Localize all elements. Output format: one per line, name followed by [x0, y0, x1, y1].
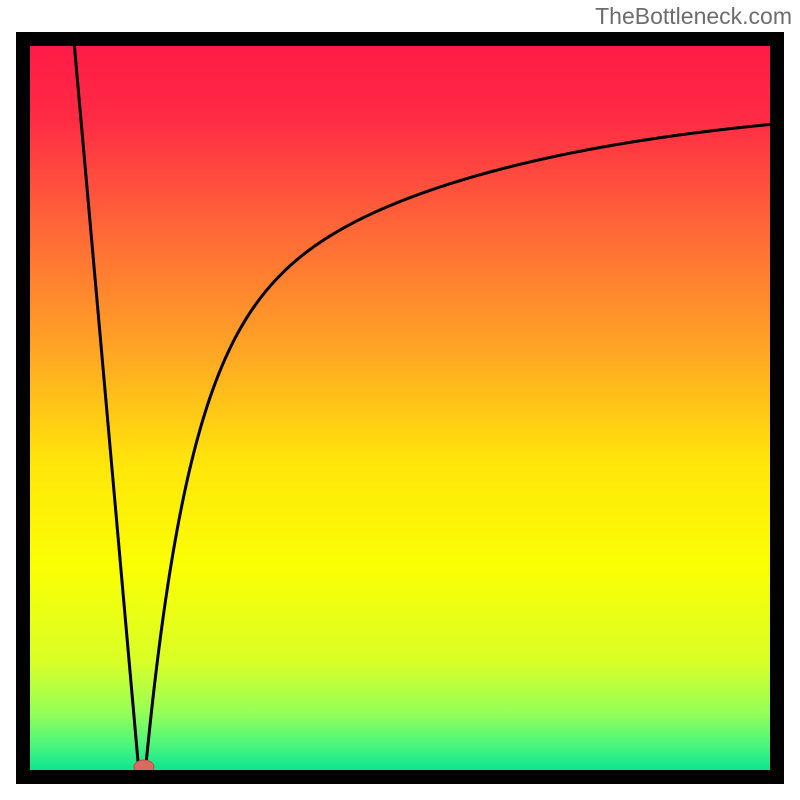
bottleneck-chart: TheBottleneck.com	[0, 0, 800, 800]
chart-svg: TheBottleneck.com	[0, 0, 800, 800]
watermark-text: TheBottleneck.com	[595, 3, 792, 29]
gradient-background	[30, 46, 770, 770]
